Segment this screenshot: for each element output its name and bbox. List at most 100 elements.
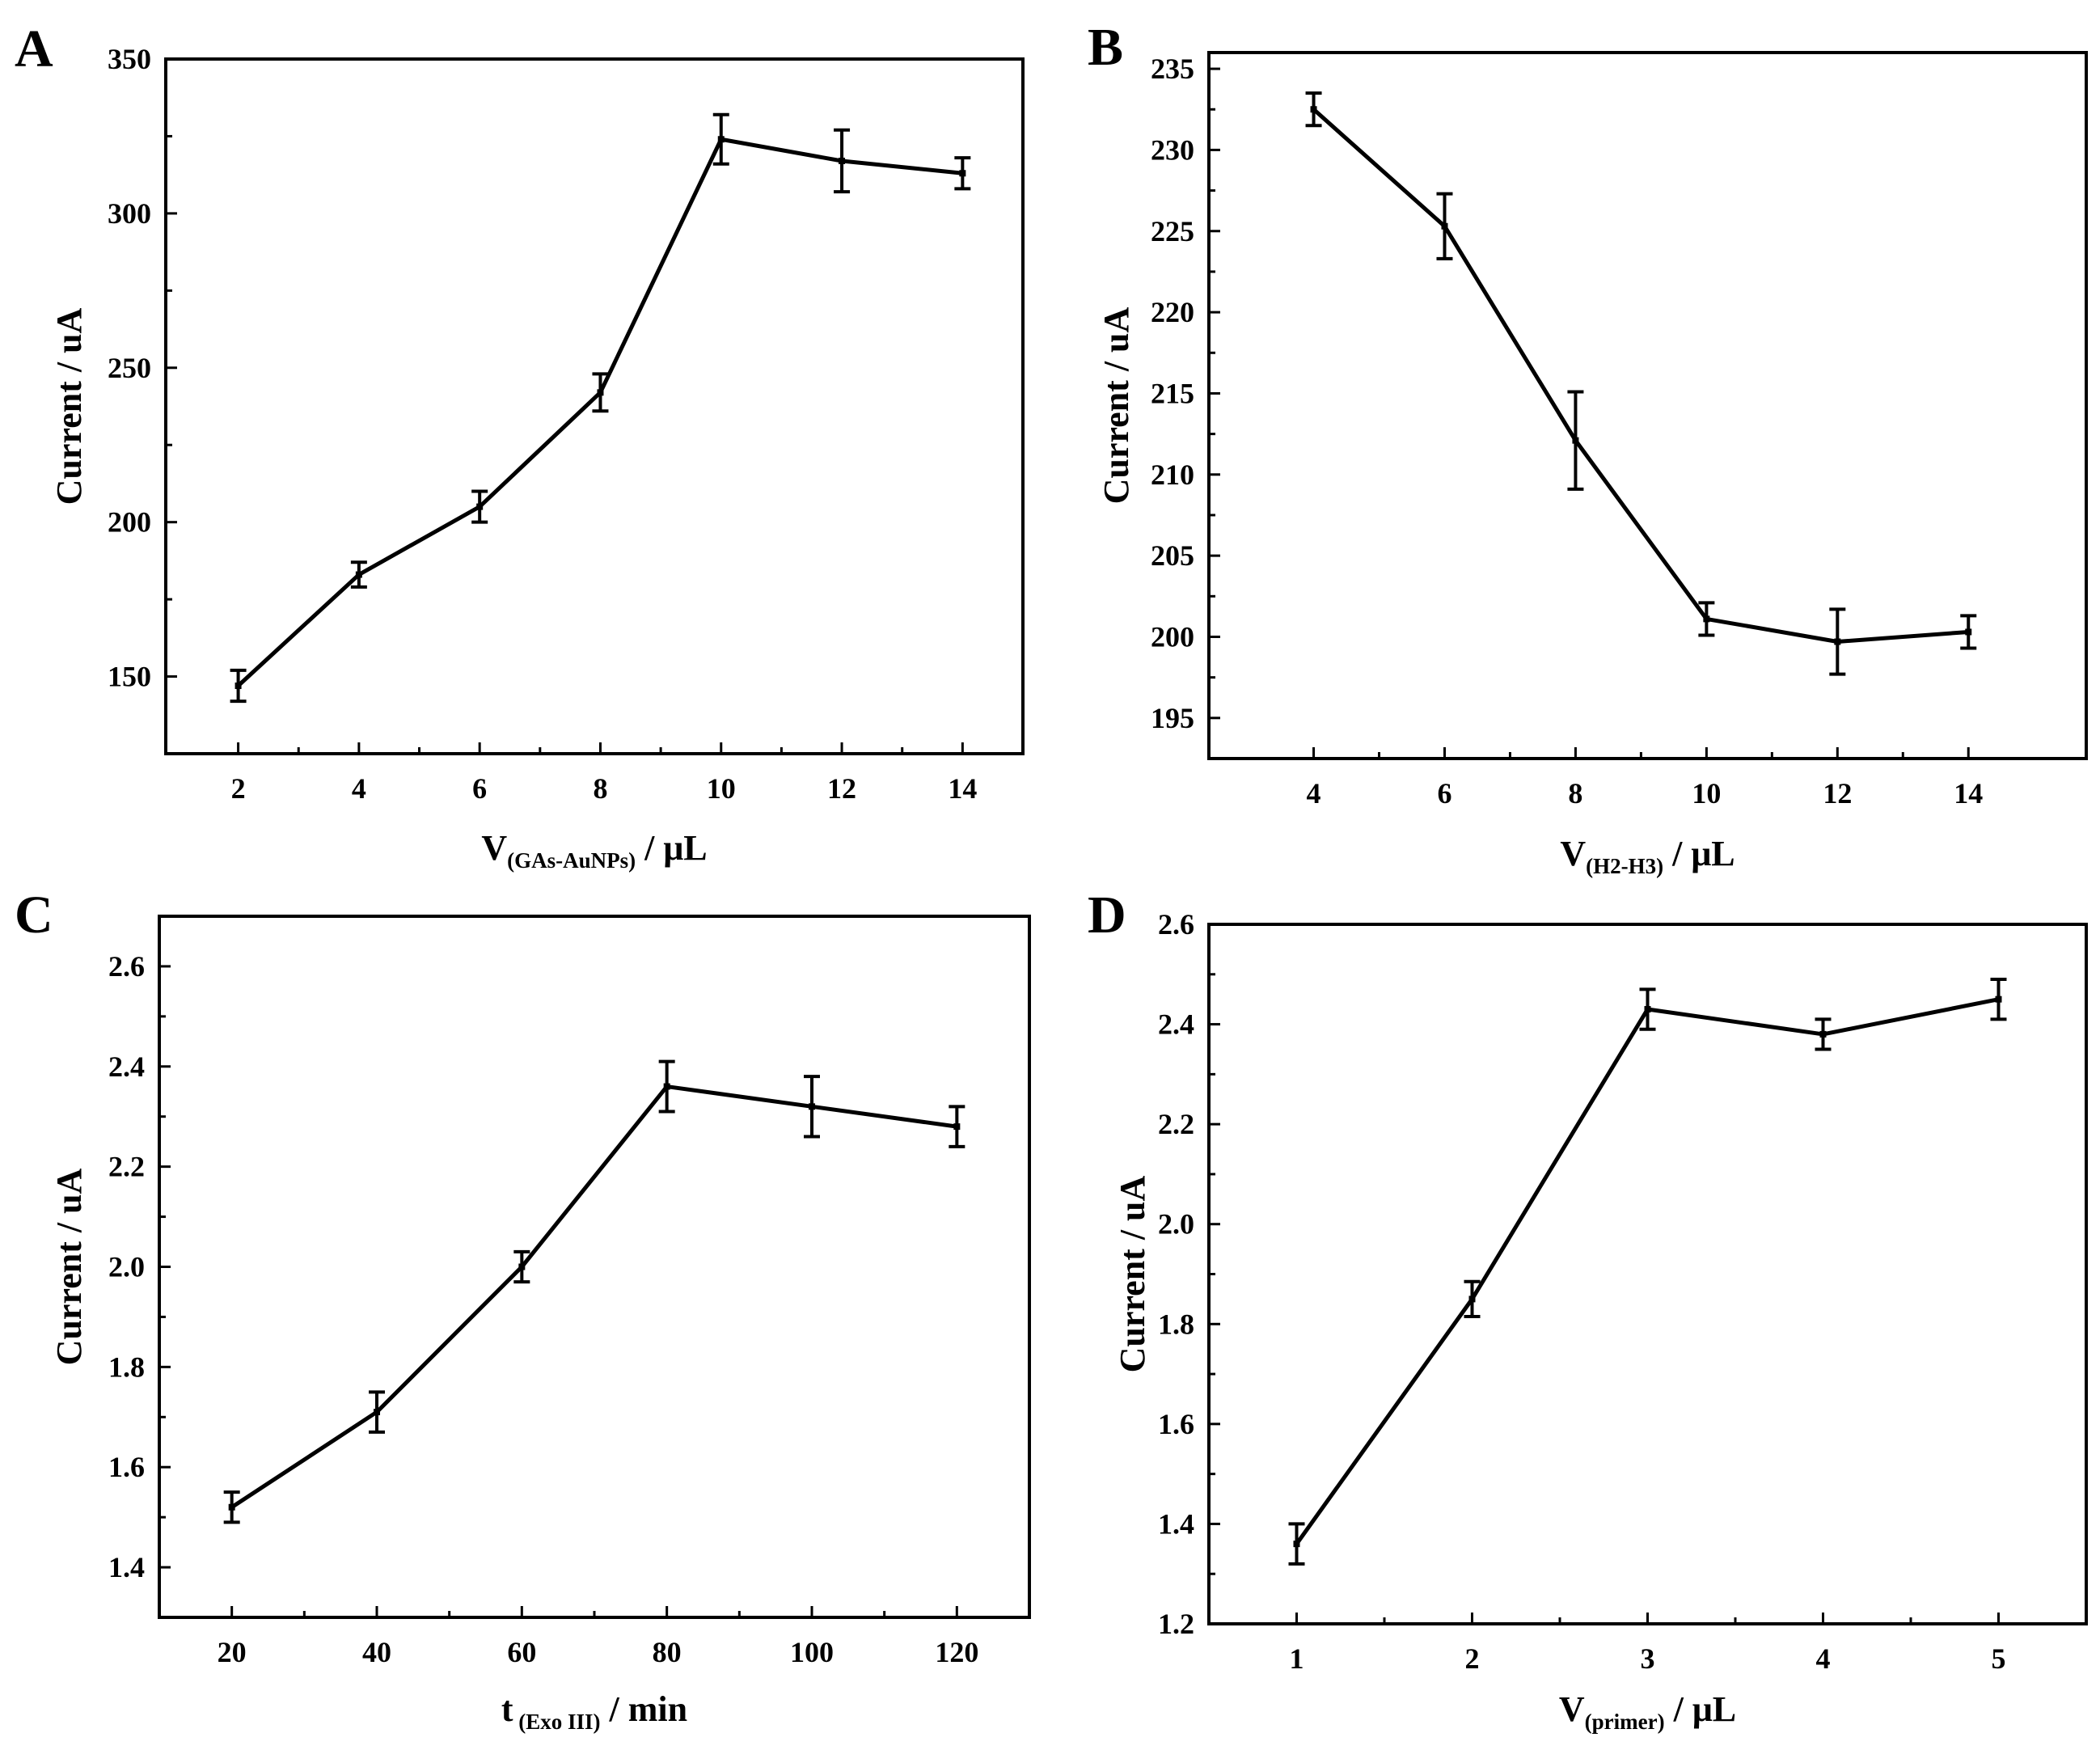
y-tick-label-c: 1.8 — [108, 1351, 145, 1383]
y-tick-label-d: 1.2 — [1158, 1608, 1194, 1640]
data-point-c — [374, 1409, 380, 1416]
panel-c: C 1.4 1.6 1.8 2.0 2.2 2.4 2.6 20 40 60 80 100 120 Curr… — [15, 886, 1031, 1734]
x-axis-title-main-d: V — [1559, 1689, 1585, 1729]
x-tick-label-c: 40 — [362, 1636, 391, 1668]
data-point-a — [839, 157, 846, 164]
y-tick-label-c: 2.0 — [108, 1251, 145, 1283]
y-tick-label-c: 2.6 — [108, 950, 145, 983]
y-tick-label-b: 195 — [1151, 702, 1194, 734]
y-tick-label-b: 225 — [1151, 215, 1194, 247]
x-tick-label-b: 10 — [1692, 777, 1721, 809]
x-axis-title-c: t (Exo III) / min — [501, 1689, 687, 1734]
data-point-a — [959, 170, 966, 177]
y-axis-title-c: Current / uA — [49, 1168, 89, 1365]
series-line-d — [1295, 997, 1999, 1545]
x-axis-title-unit-b: / μL — [1663, 834, 1735, 873]
y-tick-label-d: 1.6 — [1158, 1408, 1194, 1440]
y-axis-title-d: Current / uA — [1113, 1175, 1152, 1372]
data-point-d — [1995, 995, 2002, 1003]
x-axis-title-b: V(H2-H3) / μL — [1560, 834, 1735, 878]
y-tick-label-a: 200 — [108, 506, 151, 539]
y-tick-label-d: 2.2 — [1158, 1108, 1194, 1140]
y-tick-label-b: 210 — [1151, 459, 1194, 491]
x-tick-label-a: 8 — [593, 772, 607, 805]
data-point-a — [597, 389, 604, 396]
y-tick-label-a: 350 — [108, 43, 151, 75]
data-point-c — [228, 1503, 235, 1511]
y-tick-label-b: 230 — [1151, 133, 1194, 166]
data-point-a — [235, 683, 242, 690]
data-point-b — [1965, 628, 1972, 636]
y-tick-label-b: 235 — [1151, 53, 1194, 85]
data-point-d — [1293, 1541, 1300, 1548]
x-tick-label-b: 12 — [1823, 777, 1852, 809]
x-axis-title-sub-c: (Exo III) — [513, 1710, 601, 1734]
y-tick-label-b: 215 — [1151, 377, 1194, 409]
data-point-c — [809, 1103, 815, 1110]
y-tick-label-c: 2.4 — [108, 1050, 145, 1083]
x-tick-label-d: 1 — [1290, 1642, 1304, 1675]
x-axis-title-main-b: V — [1560, 834, 1586, 873]
plot-frame-b — [1207, 51, 2088, 760]
y-tick-label-d: 2.6 — [1158, 908, 1194, 941]
x-tick-label-d: 3 — [1641, 1642, 1655, 1675]
series-line-c — [230, 1084, 957, 1509]
x-axis-title-main-a: V — [481, 828, 507, 868]
x-tick-label-b: 14 — [1954, 777, 1983, 809]
x-tick-label-c: 60 — [507, 1636, 536, 1668]
y-tick-label-c: 1.4 — [108, 1551, 145, 1583]
x-tick-label-a: 12 — [827, 772, 856, 805]
x-tick-label-d: 4 — [1816, 1642, 1831, 1675]
series-line-b — [1312, 108, 1969, 645]
x-axis-title-sub-b: (H2-H3) — [1586, 854, 1663, 878]
data-point-b — [1310, 106, 1317, 113]
data-point-b — [1703, 615, 1710, 623]
data-point-d — [1644, 1006, 1651, 1013]
x-axis-title-d: V(primer) / μL — [1559, 1689, 1736, 1734]
y-tick-label-c: 2.2 — [108, 1151, 145, 1183]
y-tick-label-d: 2.0 — [1158, 1208, 1194, 1241]
y-tick-label-b: 200 — [1151, 620, 1194, 653]
x-tick-label-a: 14 — [948, 772, 977, 805]
x-axis-title-unit-a: / μL — [636, 828, 708, 868]
x-tick-label-a: 10 — [707, 772, 736, 805]
y-tick-label-d: 2.4 — [1158, 1008, 1194, 1041]
data-point-b — [1441, 222, 1448, 230]
x-tick-label-b: 6 — [1437, 777, 1451, 809]
data-point-c — [518, 1263, 526, 1270]
y-tick-label-b: 205 — [1151, 539, 1194, 572]
x-axis-title-main-c: t — [501, 1689, 513, 1729]
y-tick-label-a: 250 — [108, 352, 151, 384]
x-tick-label-c: 20 — [218, 1636, 247, 1668]
y-axis-title-b: Current / uA — [1096, 306, 1136, 504]
x-axis-title-sub-a: (GAs-AuNPs) — [507, 848, 636, 873]
plot-frame-a — [164, 57, 1025, 755]
y-tick-label-a: 150 — [108, 661, 151, 693]
data-point-b — [1834, 638, 1841, 645]
data-point-a — [476, 503, 484, 510]
panel-b: B 195 200 205 210 215 220 225 230 235 4 6 8 10 12 14 Cur… — [1088, 18, 2088, 878]
x-tick-label-c: 120 — [935, 1636, 978, 1668]
x-axis-title-unit-d: / μL — [1665, 1689, 1737, 1729]
y-tick-label-a: 300 — [108, 197, 151, 230]
panel-a: A 150 200 250 300 350 2 4 6 8 10 12 14 Current / uA V(… — [15, 19, 1025, 873]
y-tick-label-d: 1.4 — [1158, 1507, 1194, 1540]
y-axis-title-a: Current / uA — [49, 307, 89, 505]
y-tick-label-c: 1.6 — [108, 1451, 145, 1483]
x-axis-title-a: V(GAs-AuNPs) / μL — [481, 828, 707, 873]
panel-letter-c: C — [15, 886, 53, 945]
panel-letter-b: B — [1088, 18, 1123, 77]
data-point-c — [663, 1083, 670, 1090]
y-tick-label-d: 1.8 — [1158, 1308, 1194, 1340]
x-tick-label-a: 2 — [231, 772, 246, 805]
data-point-d — [1819, 1030, 1827, 1038]
data-point-d — [1468, 1296, 1476, 1303]
x-tick-label-c: 100 — [790, 1636, 834, 1668]
panel-letter-a: A — [15, 19, 53, 78]
x-tick-label-b: 4 — [1307, 777, 1321, 809]
x-tick-label-c: 80 — [653, 1636, 682, 1668]
x-tick-label-a: 6 — [472, 772, 487, 805]
y-tick-label-b: 220 — [1151, 296, 1194, 328]
data-point-c — [953, 1123, 961, 1131]
